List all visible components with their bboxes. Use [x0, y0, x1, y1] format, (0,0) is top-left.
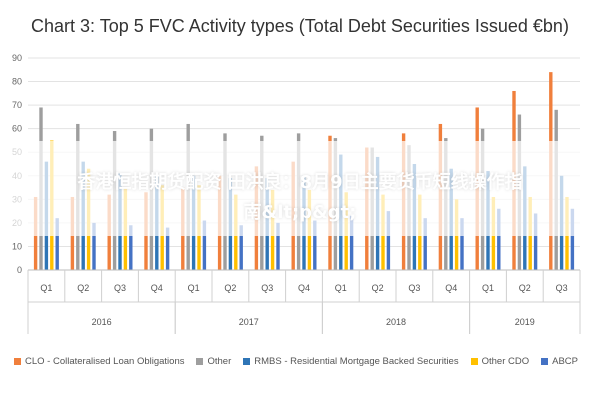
x-tick-label: Q3 — [408, 283, 420, 293]
legend-label: ABCP — [552, 355, 578, 367]
bar-abcp-2 — [92, 222, 96, 270]
x-tick-label: Q1 — [40, 283, 52, 293]
legend-swatch — [243, 357, 251, 365]
bar-abcp-3 — [129, 225, 133, 270]
legend-entry: CLO - Collateralised Loan Obligations — [14, 356, 184, 367]
bar-abcp-15 — [570, 208, 575, 270]
legend-swatch — [14, 357, 21, 365]
x-tick-label: Q2 — [224, 283, 236, 293]
bar-abcp-4 — [165, 227, 170, 270]
overlay-caption: 香港恒指期货配资 田洪良：8月9日主要货币短线操作指 南&lt;p&gt; — [0, 168, 600, 228]
x-tick-label: Q2 — [372, 283, 384, 293]
legend-label: Other CDO — [481, 355, 530, 367]
bar-abcp-11 — [423, 218, 427, 270]
legend-swatch — [196, 357, 204, 365]
legend-entry: Other CDO — [470, 355, 530, 367]
legend-label: Other — [207, 355, 232, 367]
bar-abcp-1 — [55, 218, 59, 270]
legend-entry: Other — [196, 356, 231, 367]
overlay-caption-line-1: 香港恒指期货配资 田洪良：8月9日主要货币短线操作指 — [77, 172, 523, 193]
bar-abcp-13 — [497, 208, 501, 270]
y-tick-label: 90 — [12, 53, 22, 63]
legend-label: RMBS - Residential Mortgage Backed Secur… — [254, 355, 459, 367]
x-tick-label: Q2 — [519, 283, 531, 293]
bar-abcp-12 — [460, 218, 464, 270]
x-tick-label: Q1 — [482, 283, 494, 293]
x-tick-label: Q4 — [151, 283, 163, 293]
year-label: 2016 — [92, 317, 112, 327]
bar-abcp-7 — [276, 222, 280, 270]
overlay-band — [0, 141, 600, 236]
legend-swatch — [541, 357, 549, 365]
legend-entry: ABCP — [541, 356, 578, 367]
chart-legend: CLO - Collateralised Loan Obligations Oth… — [14, 351, 594, 371]
y-tick-label: 60 — [12, 124, 22, 134]
legend-label: CLO - Collateralised Loan Obligations — [25, 355, 185, 367]
legend-swatch — [470, 357, 478, 365]
year-label: 2019 — [515, 317, 535, 327]
bar-abcp-8 — [313, 220, 317, 270]
bar-abcp-6 — [239, 225, 243, 270]
overlay-caption-line-2: 南&lt;p&gt; — [243, 202, 357, 223]
x-tick-label: Q4 — [298, 283, 310, 293]
bar-abcp-9 — [349, 215, 354, 270]
bar-abcp-14 — [533, 213, 538, 270]
legend-entry: RMBS - Residential Mortgage Backed Secur… — [243, 355, 459, 367]
chart-title: Chart 3: Top 5 FVC Activity types (Total… — [31, 16, 569, 36]
bar-abcp-5 — [202, 220, 207, 270]
y-tick-label: 10 — [12, 241, 22, 251]
x-tick-label: Q3 — [261, 283, 273, 293]
x-tick-label: Q1 — [335, 283, 347, 293]
x-tick-label: Q3 — [114, 283, 126, 293]
y-tick-label: 70 — [12, 100, 22, 110]
x-tick-label: Q2 — [77, 283, 89, 293]
year-label: 2018 — [386, 317, 406, 327]
x-tick-label: Q1 — [188, 283, 200, 293]
x-tick-label: Q3 — [556, 283, 568, 293]
y-tick-label: 80 — [12, 77, 22, 87]
x-tick-label: Q4 — [445, 283, 457, 293]
bar-abcp-10 — [386, 211, 391, 270]
y-tick-label: 0 — [17, 265, 22, 275]
year-label: 2017 — [239, 317, 259, 327]
